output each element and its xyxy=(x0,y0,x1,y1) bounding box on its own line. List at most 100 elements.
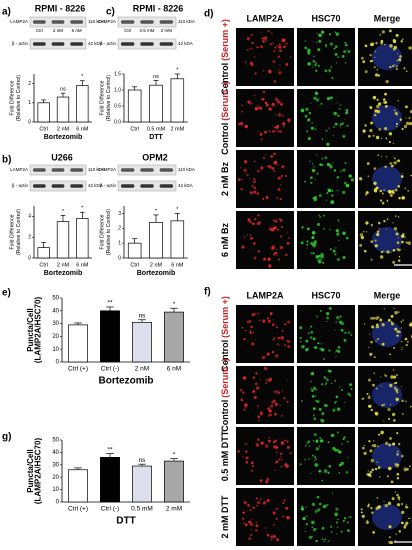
chart-title: OPM2 xyxy=(142,152,168,162)
puncta xyxy=(400,454,404,458)
row-label-sub: (Serum -) xyxy=(220,358,230,398)
puncta xyxy=(384,374,388,377)
puncta xyxy=(373,440,375,442)
puncta xyxy=(241,326,244,329)
puncta xyxy=(335,62,337,64)
blot-row-label: LAMP2A xyxy=(10,19,28,24)
puncta xyxy=(366,162,370,165)
puncta xyxy=(345,49,348,51)
puncta xyxy=(237,450,240,453)
puncta xyxy=(384,165,387,168)
puncta xyxy=(323,376,327,379)
x-tick-label: 0.5 mM xyxy=(131,506,153,513)
puncta xyxy=(284,344,287,347)
y-tick-label: 20 xyxy=(52,334,59,340)
puncta xyxy=(267,352,270,356)
puncta xyxy=(262,197,265,200)
puncta xyxy=(375,387,378,390)
puncta xyxy=(369,333,371,335)
micrograph xyxy=(236,366,294,424)
puncta xyxy=(282,125,286,128)
puncta xyxy=(279,245,284,250)
puncta xyxy=(315,69,318,72)
bar xyxy=(56,221,70,259)
y-axis-label: (Relative to Control) xyxy=(106,75,112,121)
panel-letter: g) xyxy=(2,432,11,443)
puncta xyxy=(375,41,378,45)
puncta xyxy=(327,471,330,474)
puncta xyxy=(258,419,260,422)
puncta xyxy=(377,221,381,225)
puncta xyxy=(254,106,259,111)
puncta xyxy=(275,451,278,454)
column-header: LAMP2A xyxy=(246,290,284,300)
puncta xyxy=(389,65,392,69)
puncta xyxy=(316,172,319,175)
puncta xyxy=(286,440,289,443)
puncta xyxy=(332,162,334,164)
puncta xyxy=(253,181,255,183)
puncta xyxy=(325,199,328,201)
y-axis-label: Fold Difference xyxy=(100,80,106,115)
puncta xyxy=(253,177,256,181)
puncta xyxy=(369,106,373,110)
puncta xyxy=(389,403,392,406)
puncta xyxy=(364,124,367,127)
puncta xyxy=(386,199,388,202)
puncta xyxy=(389,44,393,48)
puncta xyxy=(246,173,249,177)
puncta xyxy=(277,187,281,191)
puncta xyxy=(289,56,292,58)
puncta xyxy=(286,241,290,245)
puncta xyxy=(280,458,283,461)
puncta xyxy=(393,382,396,385)
puncta xyxy=(249,234,252,236)
puncta xyxy=(331,76,334,79)
bar xyxy=(127,242,142,259)
puncta xyxy=(343,338,347,342)
puncta xyxy=(284,174,288,178)
puncta xyxy=(327,441,330,444)
puncta xyxy=(328,307,332,310)
puncta xyxy=(321,479,323,482)
puncta xyxy=(330,66,333,68)
puncta xyxy=(272,253,275,256)
puncta xyxy=(393,307,395,309)
puncta xyxy=(310,387,313,390)
puncta xyxy=(380,250,384,254)
puncta xyxy=(251,518,253,520)
puncta xyxy=(376,98,379,101)
puncta xyxy=(334,352,336,354)
puncta xyxy=(393,156,395,158)
puncta xyxy=(279,344,281,346)
puncta xyxy=(336,102,338,104)
puncta xyxy=(401,128,404,131)
puncta xyxy=(396,493,399,497)
puncta xyxy=(245,329,247,332)
puncta xyxy=(335,349,339,353)
puncta xyxy=(339,386,341,388)
puncta xyxy=(240,110,243,113)
puncta xyxy=(301,226,304,229)
column-header: HSC70 xyxy=(311,290,340,300)
column-header: Merge xyxy=(374,290,401,300)
puncta xyxy=(405,241,408,244)
puncta xyxy=(268,130,271,133)
puncta xyxy=(262,37,266,41)
puncta xyxy=(270,538,273,541)
puncta xyxy=(253,395,257,400)
puncta xyxy=(252,506,255,509)
puncta xyxy=(397,216,400,218)
puncta xyxy=(380,376,382,378)
puncta xyxy=(267,319,272,323)
puncta xyxy=(333,169,337,172)
puncta xyxy=(257,438,260,441)
blot-size-label: 42 kDA xyxy=(88,183,103,188)
puncta xyxy=(396,450,399,453)
puncta xyxy=(268,264,272,268)
puncta xyxy=(253,256,257,260)
row-label-main: Control xyxy=(220,400,230,432)
puncta xyxy=(395,374,398,376)
puncta xyxy=(390,322,395,326)
puncta xyxy=(308,118,311,120)
